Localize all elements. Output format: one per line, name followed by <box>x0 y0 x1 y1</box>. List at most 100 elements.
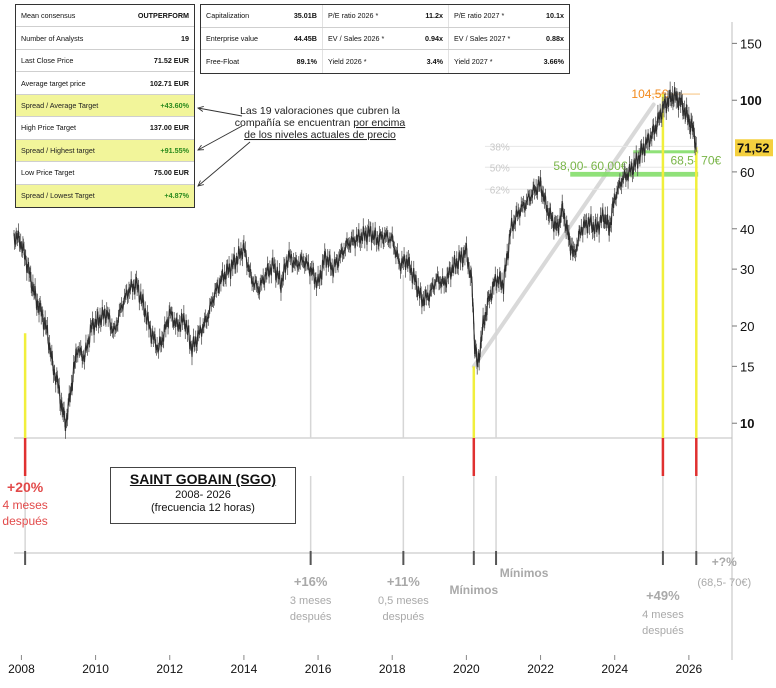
consensus-value: 102.71 EUR <box>149 78 189 88</box>
annotation-line: Las 19 valoraciones que cubren la <box>240 105 400 117</box>
fib-label: 38% <box>490 142 510 153</box>
consensus-value: 19 <box>181 33 189 43</box>
valuation-cell: EV / Sales 2026 * 0.94x <box>323 27 449 50</box>
event-label-pct: +?% <box>712 555 737 569</box>
valuation-cell: Free-Float 89.1% <box>201 50 323 73</box>
y-tick-label: 60 <box>740 165 754 180</box>
consensus-key: Last Close Price <box>21 56 74 66</box>
valuation-cell: Enterprise value 44.45B <box>201 27 323 50</box>
x-tick-label: 2010 <box>82 662 109 676</box>
consensus-row: Number of Analysts 19 <box>16 27 194 50</box>
zone-label-58-60: 58,00- 60,00€ <box>553 159 627 173</box>
event-label-line: 3 meses <box>290 595 332 607</box>
fib-label: 50% <box>490 163 510 174</box>
event-label-pct: +20% <box>7 479 44 495</box>
y-tick-label: 30 <box>740 262 754 277</box>
event-label-minimos: Mínimos <box>449 583 498 597</box>
valuation-value: 89.1% <box>296 57 317 67</box>
fib-label: 62% <box>490 185 510 196</box>
valuation-key: P/E ratio 2026 * <box>328 11 379 21</box>
valuation-row: Enterprise value 44.45B EV / Sales 2026 * 0… <box>201 27 569 51</box>
consensus-row: Spread / Lowest Target +4.87% <box>16 184 194 207</box>
consensus-key: Mean consensus <box>21 11 76 21</box>
annotation-line: compañía se encuentran por encima <box>235 117 406 129</box>
y-tick-label: 15 <box>740 359 754 374</box>
y-axis-ticks: 10 15 20 30 40 60 100 150 <box>732 36 762 431</box>
valuation-key: Capitalization <box>206 11 250 21</box>
valuation-value: 44.45B <box>293 33 317 43</box>
x-tick-label: 2012 <box>156 662 183 676</box>
valuation-key: EV / Sales 2026 * <box>328 33 385 43</box>
event-label-line: después <box>290 611 332 623</box>
x-tick-label: 2020 <box>453 662 480 676</box>
valuation-table: Capitalization 35.01B P/E ratio 2026 * 11.2… <box>200 4 570 74</box>
valuation-value: 11.2x <box>425 11 443 21</box>
event-label-line: después <box>2 514 47 528</box>
zone-band <box>570 171 699 177</box>
valuation-cell: Yield 2026 * 3.4% <box>323 50 449 73</box>
consensus-key: High Price Target <box>21 123 76 133</box>
y-tick-label: 20 <box>740 319 754 334</box>
valuation-key: EV / Sales 2027 * <box>454 33 511 43</box>
event-label-pct: +11% <box>387 574 420 589</box>
event-labels: +20% 4 meses después +16% 3 meses después +11%… <box>2 479 751 637</box>
event-label-line: después <box>642 625 684 637</box>
event-label-line: 0,5 meses <box>378 595 429 607</box>
annotation-arrowhead <box>197 180 204 187</box>
valuation-cell: Yield 2027 * 3.66% <box>449 50 569 73</box>
valuation-key: Yield 2027 * <box>454 57 493 67</box>
y-tick-label: 100 <box>740 93 762 108</box>
x-tick-label: 2016 <box>305 662 332 676</box>
valuation-value: 10.1x <box>546 11 564 21</box>
consensus-row: Mean consensus OUTPERFORM <box>16 5 194 28</box>
x-tick-label: 2014 <box>231 662 258 676</box>
consensus-value: OUTPERFORM <box>137 11 189 21</box>
valuation-key: Yield 2026 * <box>328 57 367 67</box>
valuation-row: Capitalization 35.01B P/E ratio 2026 * 11.2… <box>201 5 569 28</box>
event-markers <box>23 94 698 565</box>
consensus-key: Spread / Highest target <box>21 145 95 155</box>
consensus-value: +91.55% <box>160 145 189 155</box>
annotation-arrowhead <box>197 144 205 151</box>
chart-frequency: (frecuencia 12 horas) <box>151 502 255 514</box>
valuation-cell: P/E ratio 2027 * 10.1x <box>449 5 569 27</box>
consensus-value: +4.87% <box>164 191 189 201</box>
event-label-pct: +49% <box>646 588 680 603</box>
consensus-row: Low Price Target 75.00 EUR <box>16 162 194 185</box>
consensus-key: Spread / Lowest Target <box>21 191 95 201</box>
consensus-key: Number of Analysts <box>21 33 84 43</box>
x-axis-ticks: 2008 2010 2012 2014 2016 2018 2020 2022 2024 2026 <box>8 655 703 676</box>
consensus-row: Spread / Highest target +91.55% <box>16 139 194 163</box>
consensus-row: Average target price 102.71 EUR <box>16 72 194 95</box>
chart-title-box: SAINT GOBAIN (SGO) 2008- 2026 (frecuenci… <box>110 467 296 524</box>
x-tick-label: 2024 <box>601 662 628 676</box>
valuation-key: P/E ratio 2027 * <box>454 11 505 21</box>
event-label-line: después <box>383 611 425 623</box>
consensus-row: Spread / Average Target +43.60% <box>16 94 194 118</box>
y-tick-label: 150 <box>740 36 762 51</box>
valuation-value: 0.88x <box>546 33 564 43</box>
annotation-arrow <box>197 107 243 117</box>
valuation-value: 3.4% <box>426 57 443 67</box>
valuation-cell: EV / Sales 2027 * 0.88x <box>449 28 569 50</box>
consensus-value: 75.00 EUR <box>153 168 189 178</box>
valuation-key: Enterprise value <box>206 33 258 43</box>
consensus-key: Spread / Average Target <box>21 100 99 110</box>
y-tick-label: 40 <box>740 222 754 237</box>
valuation-cell: P/E ratio 2026 * 11.2x <box>323 5 449 27</box>
trend-line <box>471 102 656 369</box>
event-label-minimos: Mínimos <box>500 566 549 580</box>
valuation-value: 35.01B <box>293 11 317 21</box>
chart-subtitle: 2008- 2026 <box>175 489 231 501</box>
price-line <box>13 87 697 432</box>
consensus-table: Mean consensus OUTPERFORM Number of Analys… <box>15 4 195 208</box>
consensus-key: Average target price <box>21 78 86 88</box>
valuation-value: 0.94x <box>425 33 443 43</box>
annotation-arrowhead <box>196 105 204 112</box>
x-tick-label: 2008 <box>8 662 35 676</box>
event-label-line: (68,5- 70€) <box>697 577 751 589</box>
peak-label: 104,5€ <box>631 87 668 101</box>
x-tick-label: 2026 <box>676 662 703 676</box>
valuation-row: Free-Float 89.1% Yield 2026 * 3.4% Yield 202… <box>201 50 569 73</box>
